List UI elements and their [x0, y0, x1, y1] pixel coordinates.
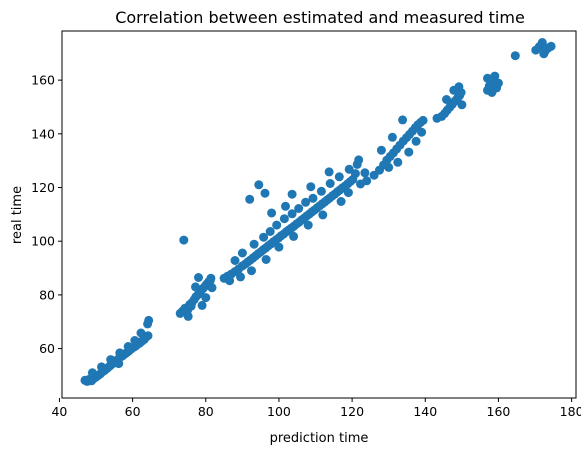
data-point: [376, 145, 386, 155]
data-point: [179, 235, 189, 245]
x-tick-label: 160: [487, 404, 511, 419]
data-point: [324, 167, 334, 177]
data-point: [301, 197, 311, 207]
data-point: [362, 176, 372, 186]
data-point: [404, 147, 414, 157]
y-tick-label: 120: [31, 180, 55, 195]
data-point: [483, 73, 492, 83]
data-point: [316, 186, 326, 196]
chart-title: Correlation between estimated and measur…: [115, 8, 525, 27]
data-point: [454, 82, 464, 92]
data-point: [201, 293, 211, 303]
data-point: [272, 220, 282, 230]
data-point: [183, 311, 193, 321]
data-point: [384, 162, 394, 172]
data-point: [442, 95, 451, 104]
data-point: [354, 155, 364, 165]
x-tick-label: 100: [267, 404, 291, 419]
data-point: [344, 164, 354, 174]
y-tick-label: 60: [39, 341, 55, 356]
x-axis: 40 60 80 100 120 140 160 180: [51, 398, 581, 419]
data-point: [114, 359, 124, 369]
data-point: [265, 227, 275, 236]
data-point: [510, 51, 520, 61]
x-tick-label: 180: [560, 404, 581, 419]
y-tick-label: 160: [31, 73, 55, 88]
data-point: [303, 220, 313, 230]
data-point: [546, 41, 556, 51]
data-point: [245, 194, 255, 204]
data-point: [457, 100, 467, 110]
data-point: [206, 273, 216, 283]
data-point: [336, 197, 346, 206]
data-point: [487, 88, 497, 97]
data-point: [225, 276, 235, 286]
data-point: [130, 336, 140, 345]
data-point: [249, 239, 259, 249]
data-point: [417, 127, 427, 137]
data-point: [254, 180, 264, 190]
data-point: [207, 283, 217, 293]
data-point: [197, 300, 207, 310]
data-point: [274, 242, 284, 252]
data-point: [411, 136, 421, 146]
data-points: [80, 38, 556, 386]
data-point: [136, 328, 146, 338]
x-tick-label: 120: [340, 404, 364, 419]
data-point: [230, 256, 240, 265]
data-point: [490, 71, 500, 81]
data-point: [539, 49, 549, 59]
data-point: [318, 210, 328, 220]
data-point: [143, 331, 153, 341]
data-point: [393, 157, 403, 167]
data-point: [259, 232, 269, 242]
data-point: [186, 301, 196, 311]
y-tick-label: 80: [39, 287, 55, 302]
data-point: [237, 248, 247, 258]
data-point: [325, 179, 335, 188]
data-point: [247, 266, 256, 276]
y-tick-label: 100: [31, 234, 55, 249]
y-tick-label: 140: [31, 126, 55, 141]
data-point: [432, 113, 442, 123]
data-point: [306, 182, 316, 192]
data-point: [287, 189, 297, 199]
data-point: [194, 273, 203, 282]
data-point: [281, 201, 290, 211]
x-tick-label: 80: [198, 404, 214, 419]
data-point: [334, 172, 344, 182]
data-point: [360, 168, 370, 178]
data-point: [106, 355, 116, 365]
y-axis-label: real time: [10, 186, 25, 244]
data-point: [493, 78, 503, 88]
data-point: [87, 368, 97, 378]
data-point: [261, 255, 271, 264]
data-point: [279, 214, 289, 224]
data-point: [236, 272, 245, 282]
data-point: [97, 362, 106, 372]
data-point: [418, 115, 428, 125]
data-point: [343, 188, 353, 198]
y-axis: 60 80 100 120 140 160: [31, 73, 62, 356]
x-tick-label: 40: [51, 404, 67, 419]
data-point: [387, 132, 397, 142]
data-point: [144, 315, 154, 325]
data-point: [191, 282, 200, 292]
data-point: [289, 231, 299, 241]
data-point: [123, 342, 133, 351]
data-point: [537, 38, 547, 47]
data-point: [287, 209, 297, 219]
x-tick-label: 60: [125, 404, 141, 419]
data-point: [308, 193, 318, 203]
plot-area-frame: [61, 30, 577, 399]
data-point: [115, 348, 125, 358]
x-tick-label: 140: [413, 404, 437, 419]
data-point: [398, 115, 408, 125]
data-point: [294, 204, 304, 213]
x-axis-label: prediction time: [270, 431, 369, 446]
data-point: [267, 208, 277, 218]
data-point: [260, 188, 270, 198]
